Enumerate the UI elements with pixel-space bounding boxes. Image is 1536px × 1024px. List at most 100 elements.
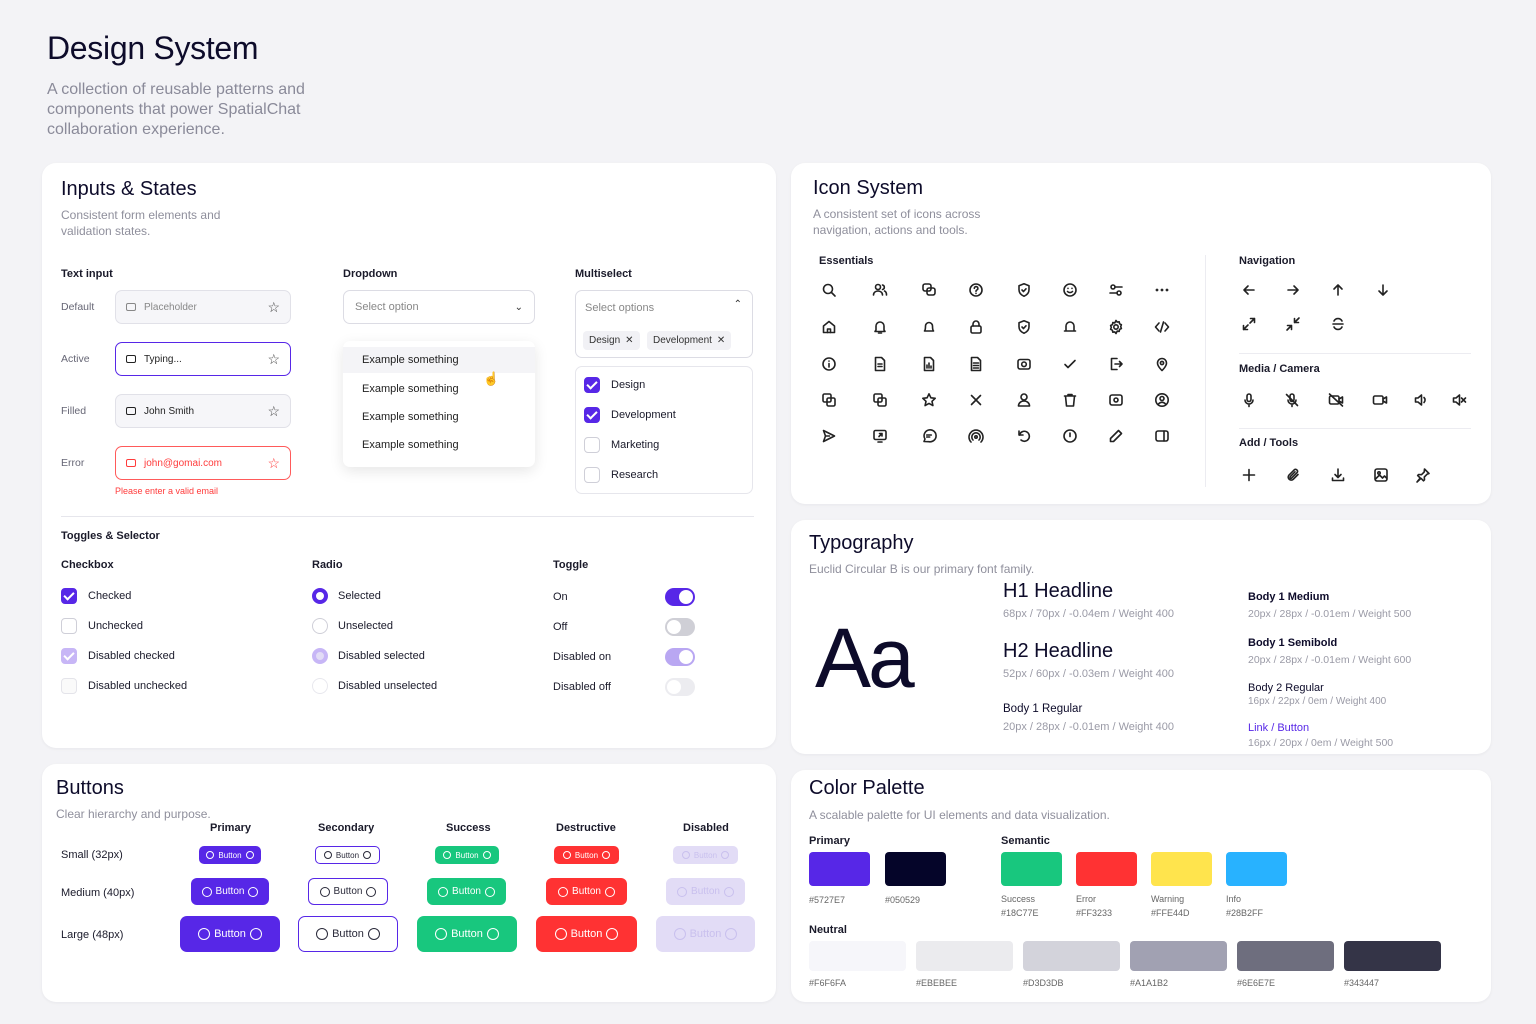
destructive-button-large[interactable]: Button [536,916,637,952]
star-icon[interactable]: ☆ [267,350,280,367]
code-icon[interactable] [1152,317,1172,337]
undo-icon[interactable] [1014,426,1034,446]
filled-input[interactable]: John Smith ☆ [115,394,291,428]
checkbox-design[interactable] [584,377,600,393]
radio-unselected[interactable] [312,618,328,634]
settings-sliders-icon[interactable] [1106,280,1126,300]
primary-button-large[interactable]: Button [180,916,280,952]
error-input[interactable]: john@gomai.com ☆ [115,446,291,480]
pin-icon[interactable] [1413,465,1433,485]
bell-icon[interactable] [870,317,890,337]
close-icon[interactable]: ✕ [625,335,634,346]
users-icon[interactable] [870,280,890,300]
document-list-icon[interactable] [966,354,986,374]
secondary-button-small[interactable]: Button [315,846,380,864]
star-icon[interactable]: ☆ [267,402,280,419]
state-active-label: Active [61,353,90,365]
user-icon[interactable] [1014,390,1034,410]
destructive-button-small[interactable]: Button [554,846,619,864]
dropdown-option[interactable]: Example something [362,411,459,423]
home-icon[interactable] [819,317,839,337]
microphone-off-icon[interactable] [1282,390,1302,410]
link-button-sample[interactable]: Link / Button [1248,722,1310,734]
video-off-icon[interactable] [1326,390,1346,410]
success-button-small[interactable]: Button [435,846,499,864]
image-icon[interactable] [1371,465,1391,485]
active-input[interactable]: Typing... ☆ [115,342,291,376]
chat-bubbles-icon[interactable] [919,280,939,300]
share-screen-icon[interactable] [870,426,890,446]
size-large-label: Large (48px) [61,929,124,941]
send-icon[interactable] [819,426,839,446]
star-icon[interactable]: ☆ [267,298,280,315]
dropdown-option[interactable]: Example something [362,439,459,451]
user-circle-icon[interactable] [1152,390,1172,410]
volume-off-icon[interactable] [1449,390,1469,410]
logout-icon[interactable] [1106,354,1126,374]
location-pin-icon[interactable] [1152,354,1172,374]
collapse-icon[interactable] [1283,314,1303,334]
search-icon[interactable] [819,280,839,300]
secondary-button-medium[interactable]: Button [308,878,388,905]
bell-outline-icon[interactable] [919,317,939,337]
download-icon[interactable] [1328,465,1348,485]
multiselect-field[interactable]: Select options ⌃ Design ✕ Development ✕ [575,290,753,358]
toggle-off[interactable] [665,618,695,636]
message-icon[interactable] [919,426,939,446]
success-button-large[interactable]: Button [417,916,517,952]
microphone-icon[interactable] [1239,390,1259,410]
expand-icon[interactable] [1239,314,1259,334]
primary-button-small[interactable]: Button [199,846,261,864]
video-icon[interactable] [1370,390,1390,410]
default-input[interactable]: Placeholder ☆ [115,290,291,324]
trash-icon[interactable] [1060,390,1080,410]
smile-icon [562,851,571,859]
notification-icon[interactable] [1060,317,1080,337]
info-icon[interactable] [819,354,839,374]
dropdown-option[interactable]: Example something [343,347,535,373]
help-circle-icon[interactable] [966,280,986,300]
checkbox-research[interactable] [584,467,600,483]
dropdown-select[interactable]: Select option ⌄ [343,290,535,324]
attachment-icon[interactable] [1283,465,1303,485]
arrow-right-icon[interactable] [1283,280,1303,300]
close-icon[interactable] [966,390,986,410]
success-button-medium[interactable]: Button [427,878,506,905]
arrow-left-icon[interactable] [1239,280,1259,300]
checkbox-marketing[interactable] [584,437,600,453]
radio-selected[interactable] [312,588,328,604]
checkbox-unchecked[interactable] [61,618,77,634]
document-chart-icon[interactable] [919,354,939,374]
lock-icon[interactable] [966,317,986,337]
destructive-button-medium[interactable]: Button [546,878,627,905]
more-icon[interactable] [1152,280,1172,300]
arrow-up-icon[interactable] [1328,280,1348,300]
duplicate-icon[interactable] [870,390,890,410]
broadcast-icon[interactable] [966,426,986,446]
document-icon[interactable] [870,354,890,374]
arrow-down-icon[interactable] [1373,280,1393,300]
camera-icon[interactable] [1014,354,1034,374]
sidebar-icon[interactable] [1152,426,1172,446]
clock-icon[interactable] [1060,426,1080,446]
checkbox-checked[interactable] [61,588,77,604]
edit-icon[interactable] [1106,426,1126,446]
screen-capture-icon[interactable] [1106,390,1126,410]
secondary-button-large[interactable]: Button [298,916,398,952]
volume-icon[interactable] [1411,390,1431,410]
checkbox-development[interactable] [584,407,600,423]
shield-check-icon[interactable] [1014,317,1034,337]
dropdown-option[interactable]: Example something [362,383,459,395]
star-icon[interactable] [919,390,939,410]
toggle-on[interactable] [665,588,695,606]
smile-icon[interactable] [1060,280,1080,300]
shield-icon[interactable] [1014,280,1034,300]
star-icon[interactable]: ☆ [267,454,280,471]
check-icon[interactable] [1060,354,1080,374]
plus-icon[interactable] [1239,465,1259,485]
primary-button-medium[interactable]: Button [191,878,269,905]
gear-icon[interactable] [1106,317,1126,337]
close-icon[interactable]: ✕ [716,335,726,346]
copy-icon[interactable] [819,390,839,410]
sync-icon[interactable] [1328,314,1348,334]
